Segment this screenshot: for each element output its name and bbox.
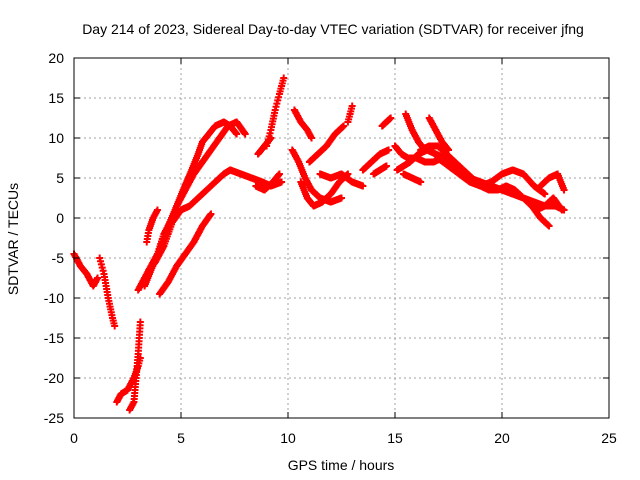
data-point [382,162,390,170]
x-tick-label: 25 [601,430,617,446]
x-axis-label: GPS time / hours [288,457,395,473]
data-point [541,190,549,198]
grid-lines [74,58,609,418]
y-tick-label: -5 [52,250,65,266]
data-point [136,318,144,326]
data-point [267,134,275,142]
series-arc4 [126,318,144,414]
data-points [70,74,568,414]
x-tick-label: 5 [177,430,185,446]
series-arc20 [359,146,393,174]
y-tick-label: 0 [56,210,64,226]
data-point [153,206,161,214]
data-point [278,178,286,186]
y-tick-label: 15 [48,90,64,106]
series-arc17 [305,122,348,166]
series-arc32 [524,194,566,214]
data-point [560,186,568,194]
series-arc26 [425,114,452,154]
data-point [94,274,102,282]
series-arc14 [290,106,316,142]
y-axis-label: SDTVAR / TECUs [5,183,21,295]
data-point [558,206,566,214]
data-point [308,134,316,142]
data-point [280,74,288,82]
series-arc31 [537,170,568,194]
series-arc16 [297,170,352,210]
series-arc8 [156,210,215,298]
data-point [275,170,283,178]
y-tick-label: 5 [56,170,64,186]
x-tick-label: 15 [387,430,403,446]
data-point [111,322,119,330]
y-tick-label: -15 [44,330,64,346]
x-axis-ticks: 0 5 10 15 20 25 [70,58,617,446]
series-arc22 [378,114,395,130]
data-point [545,222,553,230]
series-arc28 [400,170,425,186]
series-arc18 [316,170,367,190]
y-tick-label: 10 [48,130,64,146]
chart-title: Day 214 of 2023, Sidereal Day-to-day VTE… [82,21,584,37]
y-tick-label: -20 [44,370,64,386]
data-point [348,102,356,110]
series-arc21 [370,162,390,178]
series-arc9 [143,206,161,246]
x-tick-label: 20 [494,430,510,446]
data-point [233,130,241,138]
data-point [387,114,395,122]
data-point [385,146,393,154]
y-axis-ticks: -25 -20 -15 -10 -5 0 5 10 15 20 [44,50,609,426]
y-tick-label: 20 [48,50,64,66]
series-arc3 [113,354,144,406]
data-point [359,182,367,190]
data-point [340,122,348,130]
y-tick-label: -10 [44,290,64,306]
y-tick-label: -25 [44,410,64,426]
series-arc13 [252,170,283,194]
data-point [338,194,345,202]
x-tick-label: 0 [70,430,78,446]
series-arc1 [70,250,102,290]
series-arc30 [466,174,568,214]
series-arc19 [344,102,356,126]
series-arc7 [145,166,234,274]
x-tick-label: 10 [280,430,296,446]
plot-frame [73,57,610,419]
data-point [241,130,249,138]
series-arc12 [254,134,275,158]
data-point [417,178,425,186]
series-arc2 [96,254,119,330]
data-point [207,210,215,218]
